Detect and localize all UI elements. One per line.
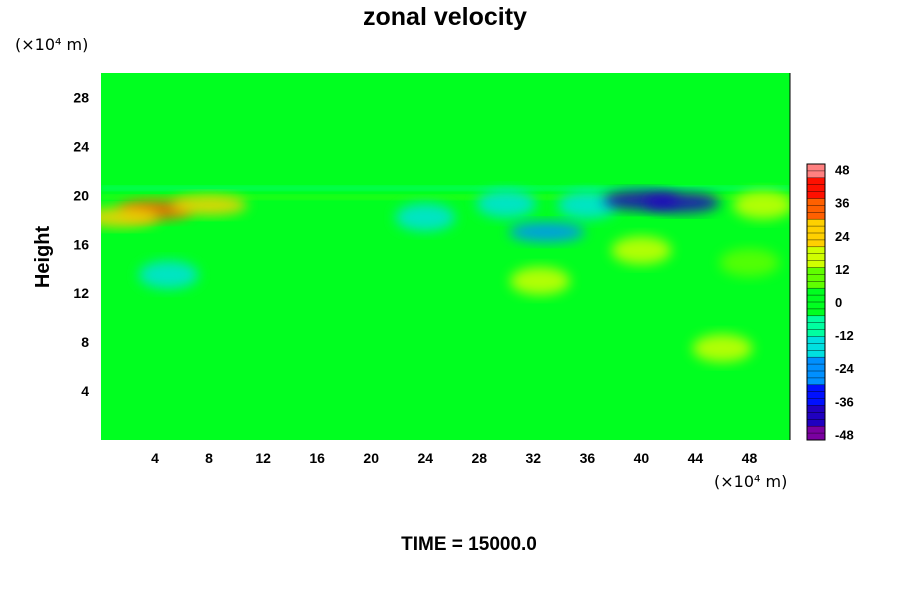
y-axis-ticks: 4 8 12 16 20 24 28 <box>73 89 89 399</box>
colorbar-segment <box>807 364 825 372</box>
colorbar-segment <box>807 426 825 434</box>
colorbar-tick-label: 0 <box>835 295 842 310</box>
heatmap-feature <box>719 248 780 277</box>
heatmap-feature <box>611 236 672 265</box>
x-tick-label: 44 <box>688 450 704 466</box>
y-tick-label: 12 <box>73 285 89 301</box>
x-unit-label: (×10⁴ m) <box>714 472 787 491</box>
colorbar-segment <box>807 329 825 337</box>
colorbar-tick-label: -36 <box>835 394 854 409</box>
x-tick-label: 24 <box>417 450 433 466</box>
colorbar-segment <box>807 274 825 282</box>
colorbar-segment <box>807 377 825 386</box>
heatmap-feature <box>692 334 753 363</box>
y-tick-label: 20 <box>73 187 89 203</box>
heatmap-feature <box>476 189 537 218</box>
colorbar-segment <box>807 281 825 289</box>
colorbar-segment <box>807 405 825 413</box>
colorbar <box>806 163 826 441</box>
colorbar-segment <box>807 371 825 379</box>
colorbar-segment <box>807 302 825 310</box>
colorbar-segment <box>807 253 825 261</box>
colorbar-segment <box>807 308 825 317</box>
heatmap-feature <box>643 192 720 213</box>
x-tick-label: 28 <box>471 450 487 466</box>
colorbar-segment <box>807 233 825 241</box>
heatmap-feature <box>395 203 456 232</box>
time-label: TIME = 15000.0 <box>401 534 537 555</box>
colorbar-tick-label: -12 <box>835 328 854 343</box>
x-tick-label: 4 <box>151 450 159 466</box>
colorbar-segment <box>807 398 825 406</box>
colorbar-segment <box>807 198 825 206</box>
colorbar-segment <box>807 419 825 427</box>
colorbar-segment <box>807 184 825 192</box>
colorbar-segment <box>807 260 825 268</box>
heatmap-feature <box>171 195 248 216</box>
colorbar-segment <box>807 246 825 254</box>
y-tick-label: 4 <box>81 383 89 399</box>
colorbar-segment <box>807 177 825 185</box>
y-tick-label: 28 <box>73 89 89 105</box>
colorbar-tick-label: 48 <box>835 163 849 178</box>
colorbar-segment <box>807 164 825 172</box>
colorbar-ticks: 48 36 24 12 0 -12 -24 -36 -48 <box>835 163 855 443</box>
colorbar-segment <box>807 412 825 420</box>
colorbar-segment <box>807 295 825 303</box>
colorbar-segment <box>807 212 825 220</box>
heatmap-band <box>101 195 790 200</box>
heatmap-features <box>101 186 790 363</box>
heatmap-feature <box>508 222 585 243</box>
heatmap-feature <box>101 207 160 228</box>
colorbar-segment <box>807 357 825 365</box>
heatmap-feature <box>557 191 618 220</box>
y-tick-label: 8 <box>81 334 89 350</box>
colorbar-tick-label: -24 <box>835 361 855 376</box>
colorbar-tick-label: 24 <box>835 229 850 244</box>
colorbar-segment <box>807 191 825 199</box>
chart-title: zonal velocity <box>363 3 527 31</box>
colorbar-segment <box>807 205 825 213</box>
colorbar-segment <box>807 343 825 351</box>
colorbar-tick-label: 36 <box>835 196 849 211</box>
colorbar-segment <box>807 219 825 227</box>
heatmap-feature <box>138 260 199 289</box>
x-tick-label: 32 <box>526 450 542 466</box>
x-tick-label: 8 <box>205 450 213 466</box>
colorbar-frame <box>806 163 826 441</box>
y-tick-label: 16 <box>73 236 89 252</box>
x-tick-label: 36 <box>580 450 596 466</box>
colorbar-segment <box>807 288 825 296</box>
heatmap-band <box>101 186 790 191</box>
plot-area <box>101 73 791 440</box>
colorbar-tick-label: 12 <box>835 262 849 277</box>
x-tick-label: 12 <box>255 450 271 466</box>
x-tick-label: 16 <box>309 450 325 466</box>
y-unit-label: (×10⁴ m) <box>15 35 88 54</box>
colorbar-segment <box>807 384 825 392</box>
y-tick-label: 24 <box>73 138 89 154</box>
x-tick-label: 40 <box>634 450 650 466</box>
colorbar-segment <box>807 226 825 234</box>
heatmap-feature <box>732 191 790 220</box>
colorbar-segment <box>807 170 825 179</box>
x-tick-label: 48 <box>742 450 758 466</box>
colorbar-tick-label: -48 <box>835 427 854 442</box>
colorbar-segment <box>807 322 825 330</box>
colorbar-segment <box>807 267 825 275</box>
x-axis-ticks: 4 8 12 16 20 24 28 32 36 40 44 48 <box>151 450 757 466</box>
colorbar-segment <box>807 391 825 399</box>
heatmap-feature <box>510 266 571 295</box>
x-tick-label: 20 <box>363 450 379 466</box>
colorbar-segment <box>807 350 825 358</box>
plot-background <box>101 73 790 440</box>
colorbar-segment <box>807 433 825 441</box>
y-axis-label: Height <box>32 226 54 289</box>
colorbar-segment <box>807 336 825 344</box>
colorbar-segment <box>807 239 825 248</box>
colorbar-segment <box>807 315 825 323</box>
